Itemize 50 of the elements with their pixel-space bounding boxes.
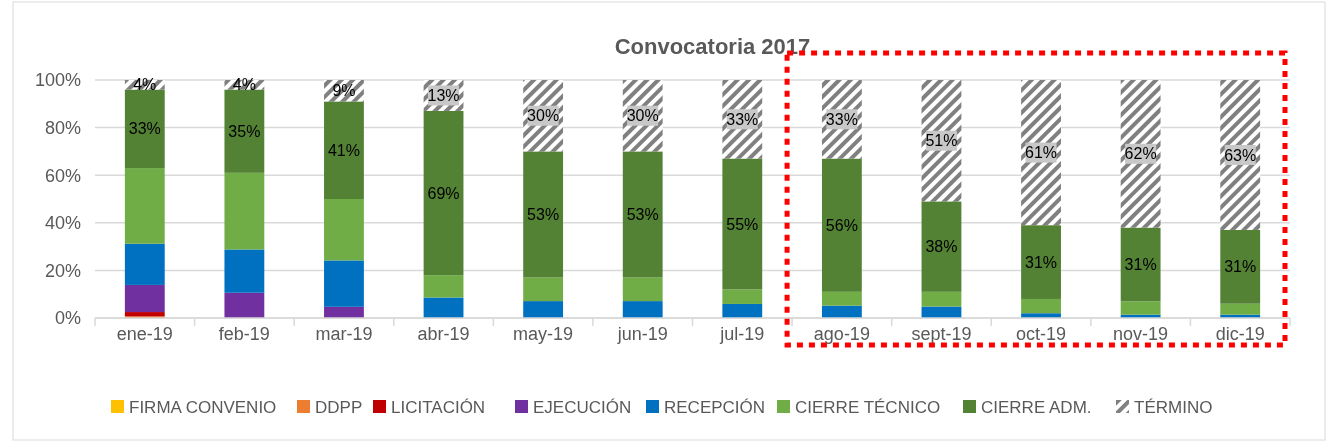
y-tick-label: 100%	[34, 70, 81, 91]
data-label: 62%	[1124, 145, 1157, 163]
legend-label: CIERRE ADM.	[981, 397, 1092, 417]
data-label: 4%	[133, 76, 157, 94]
data-label: 55%	[726, 215, 759, 233]
x-tick-label: jun-19	[616, 324, 668, 344]
legend-label: FIRMA CONVENIO	[129, 397, 277, 417]
data-label: 51%	[925, 132, 958, 150]
x-tick-label: feb-19	[218, 324, 270, 344]
x-tick-label: ene-19	[116, 324, 173, 344]
y-tick-label: 20%	[44, 260, 81, 281]
legend-label: LICITACIÓN	[391, 397, 486, 417]
data-label: 61%	[1025, 144, 1058, 162]
x-tick-label: nov-19	[1113, 324, 1169, 344]
y-tick-label: 40%	[44, 213, 81, 234]
y-tick-label: 0%	[54, 308, 81, 329]
x-tick-label: oct-19	[1016, 324, 1067, 344]
data-label: 31%	[1124, 256, 1157, 274]
x-tick-label: jul-19	[719, 324, 765, 344]
data-label: 63%	[1224, 146, 1257, 164]
data-label: 69%	[427, 184, 460, 202]
data-label: 13%	[427, 87, 460, 105]
data-label: 31%	[1224, 258, 1257, 276]
x-tick-label: dic-19	[1215, 324, 1265, 344]
legend-label: TÉRMINO	[1134, 397, 1213, 417]
x-tick-label: may-19	[513, 324, 574, 344]
x-tick-label: ago-19	[813, 324, 870, 344]
data-label: 4%	[232, 76, 256, 94]
x-tick-label: mar-19	[315, 324, 373, 344]
legend-label: EJECUCIÓN	[533, 397, 632, 417]
x-tick-label: sept-19	[911, 324, 972, 344]
data-label: 35%	[228, 122, 261, 140]
x-tick-label: abr-19	[417, 324, 470, 344]
data-label: 31%	[1025, 253, 1058, 271]
data-label: 53%	[527, 206, 560, 224]
y-tick-label: 80%	[44, 117, 81, 138]
data-label: 33%	[726, 110, 759, 128]
data-label: 41%	[327, 141, 360, 159]
data-label: 33%	[825, 110, 858, 128]
y-tick-label: 60%	[44, 165, 81, 186]
data-label: 30%	[527, 107, 560, 125]
legend-label: DDPP	[315, 397, 363, 417]
data-label: 9%	[332, 82, 356, 100]
legend-label: CIERRE TÉCNICO	[795, 397, 941, 417]
legend-label: RECEPCIÓN	[664, 397, 766, 417]
data-label: 33%	[128, 120, 161, 138]
data-label: 30%	[626, 107, 659, 125]
data-label: 53%	[626, 206, 659, 224]
data-label: 56%	[825, 216, 858, 234]
data-label: 38%	[925, 238, 958, 256]
